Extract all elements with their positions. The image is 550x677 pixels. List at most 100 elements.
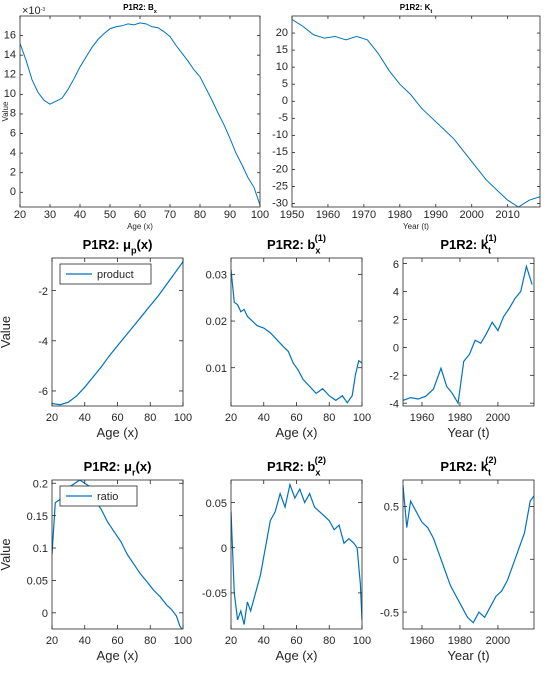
y-tick-label: 0.01 — [206, 363, 227, 375]
series-line — [20, 22, 260, 206]
chart-bx-top: 20 30 40 50 60 70 80 90 100 0 2 4 6 8 10 12 14 16 ×10-3 P1R… — [1, 3, 269, 231]
x-tick-label: 80 — [144, 412, 156, 424]
chart-title: P1R2: μr(x) — [84, 459, 152, 478]
x-tick-label: 80 — [194, 209, 206, 221]
y-tick-label: 0 — [10, 186, 16, 198]
y-tick-label: 0 — [393, 343, 399, 355]
x-tick-label: 60 — [134, 209, 146, 221]
y-tick-label: 0 — [221, 543, 227, 555]
x-tick-label: 40 — [79, 412, 91, 424]
x-tick-label: 60 — [111, 412, 123, 424]
y-tick-label: -0.05 — [202, 588, 227, 600]
x-axis-label: Age (x) — [276, 425, 318, 440]
x-tick-label: 1990 — [424, 209, 448, 221]
y-tick-label: 20 — [276, 27, 288, 39]
chart-title: P1R2: Bx — [123, 3, 158, 15]
x-tick-label: 60 — [111, 635, 123, 647]
chart-mu-p: 20 40 60 80 100 -6 -4 -2 P1R2: μp(x) Age (x) Value… — [0, 237, 192, 440]
y-tick-label: 2 — [393, 315, 399, 327]
y-tick-label: 14 — [4, 49, 16, 61]
x-tick-label: 30 — [44, 209, 56, 221]
x-axis-label: Year (t) — [447, 425, 489, 440]
x-tick-label: 100 — [353, 635, 371, 647]
y-tick-label: 0.03 — [206, 270, 227, 282]
x-axis-label: Year (t) — [403, 222, 429, 231]
y-tick-label: 0.1 — [33, 543, 48, 555]
y-tick-label: 0.15 — [27, 511, 48, 523]
x-axis-label: Age (x) — [276, 648, 318, 663]
y-tick-label: 12 — [4, 69, 16, 81]
legend-label: ratio — [97, 491, 118, 503]
x-axis-label: Age (x) — [97, 648, 139, 663]
x-tick-label: 1960 — [410, 412, 434, 424]
legend-box — [59, 485, 138, 507]
y-tick-label: 0 — [42, 608, 48, 620]
legend-box — [59, 263, 152, 285]
x-tick-label: 40 — [74, 209, 86, 221]
x-tick-label: 2010 — [495, 209, 519, 221]
y-tick-label: 6 — [10, 127, 16, 139]
y-axis-label: Value — [1, 101, 10, 121]
y-tick-label: 0.05 — [27, 576, 48, 588]
series-line — [403, 485, 534, 624]
y-tick-label: 0.2 — [33, 478, 48, 490]
x-tick-label: 40 — [258, 412, 270, 424]
x-tick-label: 40 — [258, 635, 270, 647]
x-tick-label: 20 — [225, 635, 237, 647]
y-tick-label: 0 — [282, 95, 288, 107]
y-tick-label: 6 — [393, 259, 399, 271]
x-axis-label: Year (t) — [447, 648, 489, 663]
y-tick-label: 0.5 — [384, 502, 399, 514]
chart-title: P1R2: μp(x) — [83, 237, 153, 256]
y-tick-label: -20 — [272, 163, 288, 175]
x-tick-label: 1960 — [410, 635, 434, 647]
y-tick-label: 5 — [282, 78, 288, 90]
x-tick-label: 20 — [46, 412, 58, 424]
y-tick-label: -4 — [38, 336, 48, 348]
y-tick-label: -6 — [38, 386, 48, 398]
y-tick-label: 0.02 — [206, 316, 227, 328]
legend: ratio — [59, 485, 138, 507]
y-tick-label: 4 — [393, 287, 399, 299]
x-tick-label: 60 — [290, 635, 302, 647]
chart-title: P1R2: bx(1) — [267, 233, 326, 255]
y-tick-label: -4 — [389, 398, 399, 410]
axes-box — [402, 479, 535, 630]
chart-title: P1R2: kt(2) — [440, 455, 496, 477]
x-tick-label: 40 — [79, 635, 91, 647]
x-tick-label: 90 — [224, 209, 236, 221]
x-tick-label: 70 — [164, 209, 176, 221]
chart-k2: 1960 1980 2000 -0.5 0 0.5 P1R2: kt(2) Year (t) — [380, 455, 535, 663]
chart-title: P1R2: bx(2) — [267, 455, 326, 477]
y-tick-label: -2 — [38, 286, 48, 298]
x-tick-label: 80 — [323, 412, 335, 424]
x-tick-label: 1950 — [280, 209, 304, 221]
x-tick-label: 2000 — [486, 635, 510, 647]
y-tick-label: -25 — [272, 180, 288, 192]
y-tick-label: -0.5 — [380, 607, 399, 619]
y-tick-label: -30 — [272, 197, 288, 209]
legend-label: product — [97, 269, 134, 281]
x-tick-label: 1960 — [316, 209, 340, 221]
series-line — [231, 269, 362, 404]
x-tick-label: 1970 — [352, 209, 376, 221]
x-tick-label: 20 — [225, 412, 237, 424]
chart-title: P1R2: kt(1) — [440, 233, 496, 255]
series-line — [292, 18, 540, 207]
y-tick-label: 8 — [10, 108, 16, 120]
y-tick-label: 10 — [4, 88, 16, 100]
chart-kt-top: 1950 1960 1970 1980 1990 2000 2010-30-25-20-15… — [272, 3, 541, 231]
y-tick-label: 2 — [10, 167, 16, 179]
x-tick-label: 2000 — [486, 412, 510, 424]
y-tick-label: 10 — [276, 61, 288, 73]
chart-b2: 20 40 60 80 100 -0.05 0 0.05 P1R2: bx(2) Age (x) — [202, 455, 371, 663]
y-tick-label: 15 — [276, 44, 288, 56]
x-axis-label: Age (x) — [127, 222, 153, 231]
y-tick-label: 4 — [10, 147, 16, 159]
y-exponent-label: ×10-3 — [22, 5, 45, 17]
series-line — [403, 264, 533, 406]
series-line — [231, 482, 362, 625]
y-tick-label: -10 — [272, 129, 288, 141]
x-tick-label: 60 — [290, 412, 302, 424]
